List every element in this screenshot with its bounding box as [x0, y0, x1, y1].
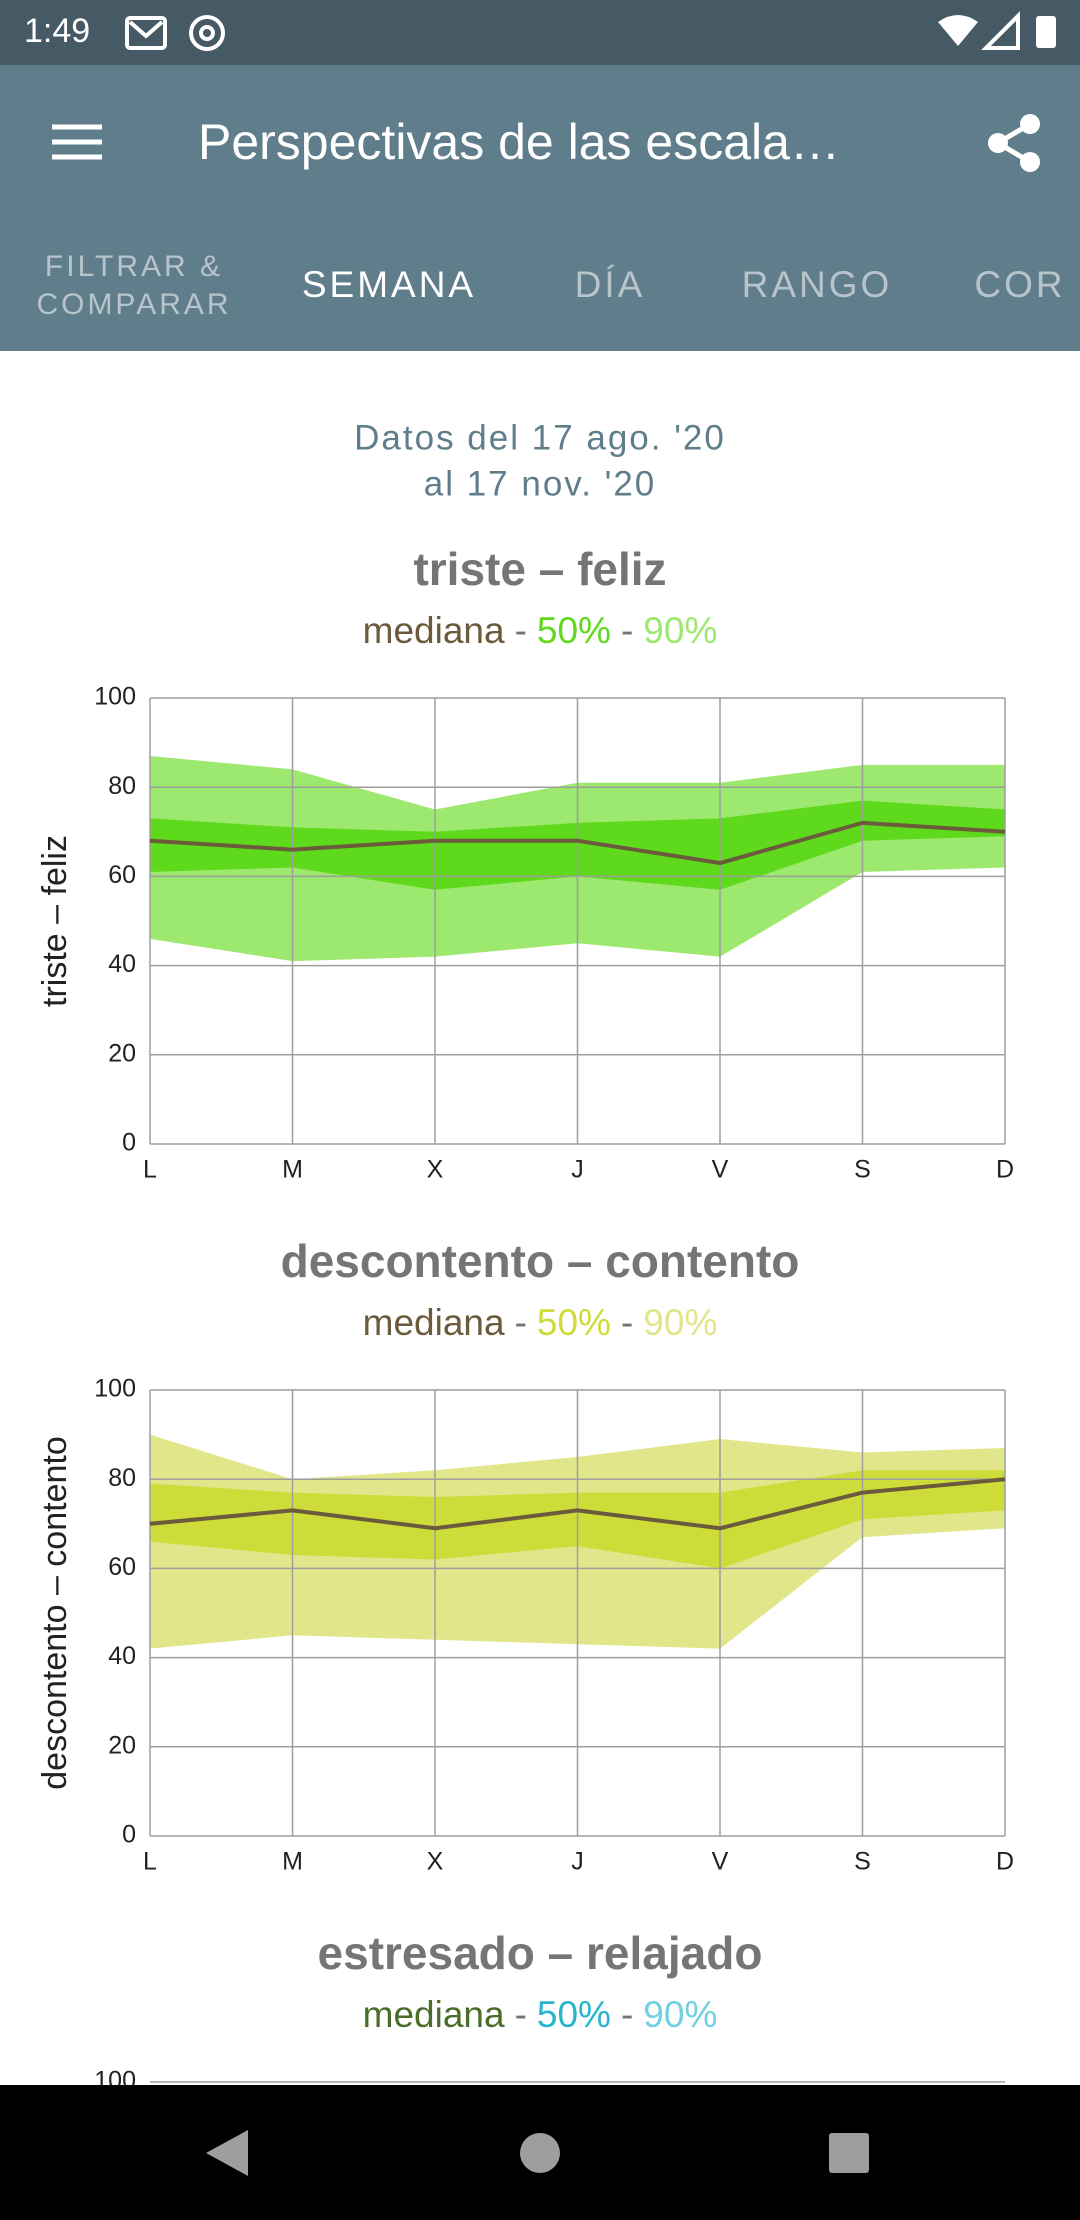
wifi-icon — [938, 15, 978, 46]
legend-entry: 50% — [537, 610, 611, 651]
app-bar — [0, 65, 1080, 351]
x-tick-label: L — [143, 1848, 157, 1876]
mail-icon — [125, 16, 167, 50]
legend-separator: - — [515, 610, 527, 651]
legend-entry: 90% — [643, 1302, 717, 1343]
y-tick-label: 0 — [122, 1821, 136, 1849]
median-line — [149, 1477, 1006, 1531]
app-title: Perspectivas de las escala… — [198, 114, 840, 170]
legend-separator: - — [515, 1994, 527, 2035]
legend: mediana -50% -90% — [363, 1302, 718, 1343]
status-time: 1:49 — [24, 12, 90, 50]
x-tick-label: D — [996, 1156, 1014, 1184]
date-range-line: Datos del 17 ago. '20 — [354, 418, 726, 457]
legend-separator: - — [515, 1302, 527, 1343]
chart-title: estresado – relajado — [318, 1927, 763, 1979]
chart-title: descontento – contento — [281, 1235, 800, 1287]
battery-icon — [1036, 16, 1056, 48]
date-range-line: al 17 nov. '20 — [424, 464, 657, 503]
tab-bar: FILTRAR & COMPARAR SEMANA DÍA RANGO COR — [36, 250, 1065, 321]
y-axis-label: descontento – contento — [36, 1436, 74, 1790]
legend-entry: 90% — [643, 1994, 717, 2035]
x-tick-label: X — [427, 1848, 444, 1876]
y-tick-label: 100 — [94, 683, 136, 711]
legend-separator: - — [621, 1302, 633, 1343]
legend-entry: mediana — [363, 1994, 505, 2035]
y-tick-label: 40 — [108, 950, 136, 978]
x-tick-label: X — [427, 1156, 444, 1184]
y-tick-label: 100 — [94, 1375, 136, 1403]
share-button[interactable] — [988, 114, 1040, 172]
y-tick-label: 20 — [108, 1731, 136, 1759]
home-button[interactable] — [520, 2133, 560, 2173]
y-tick-label: 60 — [108, 861, 136, 889]
chart-title: triste – feliz — [413, 543, 666, 595]
y-tick-label: 40 — [108, 1642, 136, 1670]
y-tick-label: 80 — [108, 1464, 136, 1492]
y-tick-label: 80 — [108, 772, 136, 800]
tab-label[interactable]: RANGO — [742, 264, 893, 305]
y-tick-label: 60 — [108, 1553, 136, 1581]
x-tick-label: J — [571, 1156, 584, 1184]
x-tick-label: S — [854, 1848, 871, 1876]
x-tick-label: V — [712, 1156, 729, 1184]
legend-entry: 50% — [537, 1302, 611, 1343]
x-tick-label: V — [712, 1848, 729, 1876]
x-tick-label: D — [996, 1848, 1014, 1876]
legend-separator: - — [621, 610, 633, 651]
recents-button[interactable] — [829, 2133, 869, 2173]
y-axis-label: triste – feliz — [36, 835, 74, 1007]
y-tick-label: 0 — [122, 1129, 136, 1157]
legend-entry: 90% — [643, 610, 717, 651]
x-tick-label: J — [571, 1848, 584, 1876]
legend: mediana -50% -90% — [363, 1994, 718, 2035]
tab-label[interactable]: COR — [974, 264, 1065, 305]
tab-label[interactable]: DÍA — [575, 264, 646, 305]
tab-label[interactable]: FILTRAR & — [45, 250, 223, 283]
median-line — [149, 820, 1006, 866]
back-button[interactable] — [206, 2130, 248, 2176]
signal-icon — [981, 11, 1020, 50]
sync-icon — [189, 15, 225, 51]
menu-button[interactable] — [52, 124, 102, 160]
y-tick-label: 20 — [108, 1039, 136, 1067]
status-bar — [0, 0, 1080, 65]
legend-entry: 50% — [537, 1994, 611, 2035]
x-tick-label: M — [282, 1156, 303, 1184]
legend-entry: mediana — [363, 1302, 505, 1343]
legend-entry: mediana — [363, 610, 505, 651]
x-tick-label: M — [282, 1848, 303, 1876]
x-tick-label: S — [854, 1156, 871, 1184]
legend: mediana -50% -90% — [363, 610, 718, 651]
legend-separator: - — [621, 1994, 633, 2035]
tab-label[interactable]: SEMANA — [302, 264, 476, 305]
tab-label[interactable]: COMPARAR — [36, 288, 231, 321]
x-tick-label: L — [143, 1156, 157, 1184]
